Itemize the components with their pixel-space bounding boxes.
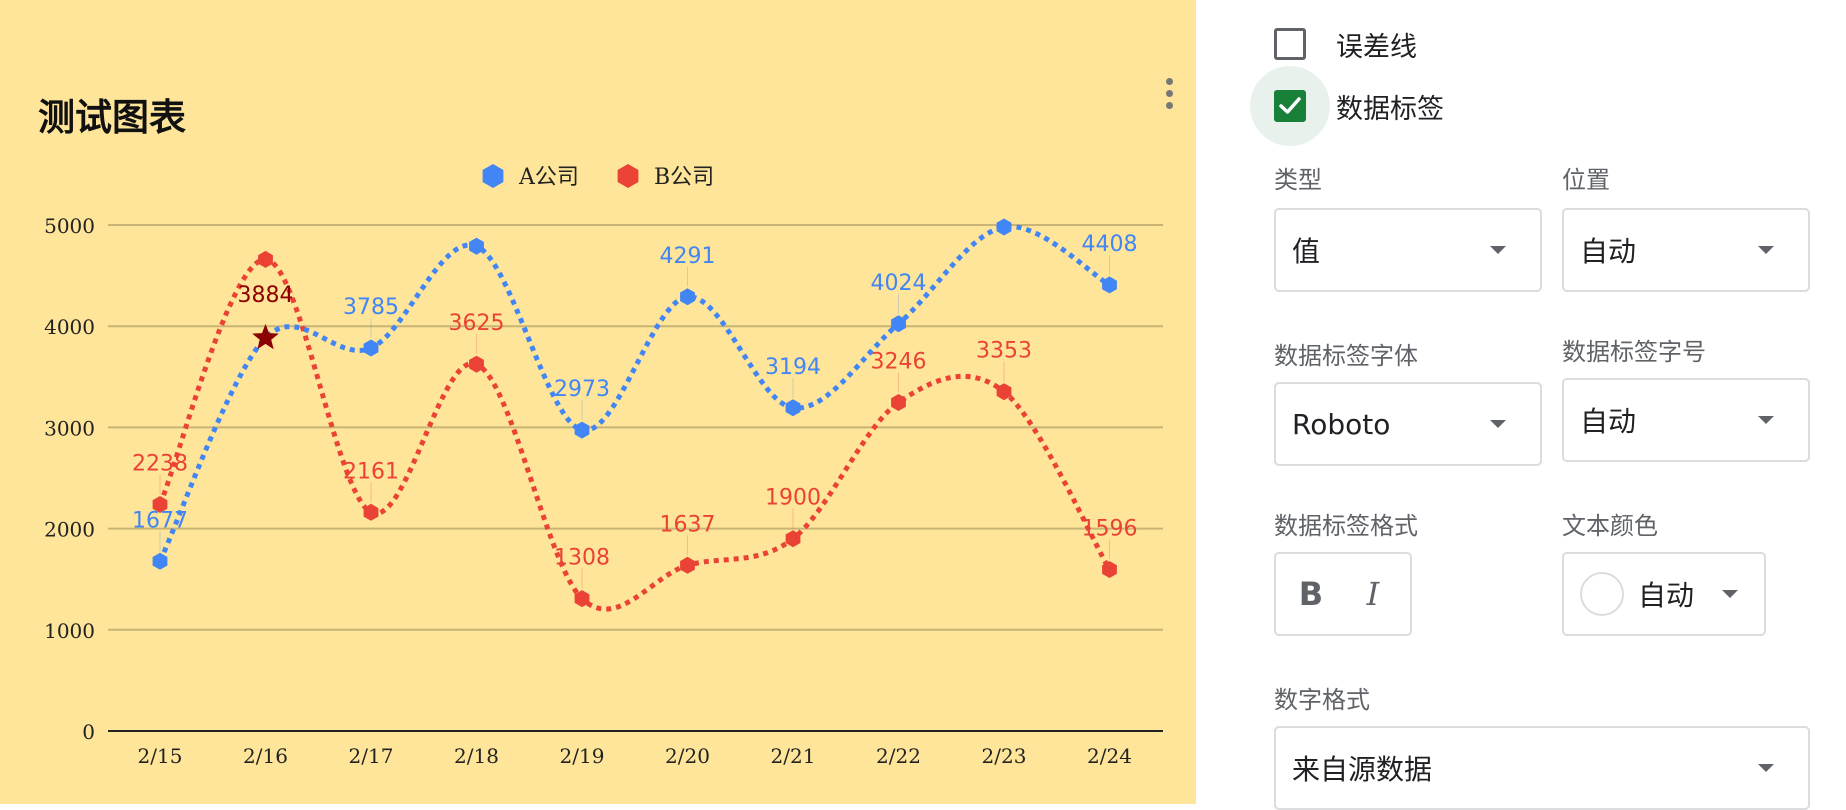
more-options-icon[interactable]: [1163, 78, 1175, 114]
error-bars-checkbox[interactable]: 误差线: [1274, 28, 1417, 63]
data-point: [469, 237, 484, 255]
position-dropdown[interactable]: 自动: [1562, 208, 1810, 292]
x-tick-label: 2/17: [349, 744, 394, 768]
data-labels-checkbox[interactable]: 数据标签: [1250, 66, 1444, 146]
font-value: Roboto: [1292, 407, 1391, 441]
data-label: 2238: [132, 452, 188, 477]
data-label: 4291: [660, 244, 716, 269]
legend-label: B公司: [654, 165, 714, 190]
x-tick-label: 2/16: [243, 744, 288, 768]
x-tick-label: 2/18: [454, 744, 499, 768]
data-label: 1637: [660, 512, 716, 537]
data-label: 3625: [449, 311, 505, 336]
data-point: [996, 383, 1012, 401]
italic-button[interactable]: I: [1366, 575, 1380, 613]
data-point: [152, 552, 168, 570]
data-label: 2161: [343, 459, 399, 484]
font-size-value: 自动: [1580, 405, 1637, 438]
dropdown-arrow-icon: [1490, 246, 1506, 254]
checkbox-checked-icon[interactable]: [1274, 90, 1306, 122]
data-point: [258, 250, 273, 268]
data-label: 1900: [765, 486, 821, 511]
dropdown-arrow-icon: [1758, 764, 1774, 772]
data-point: [574, 421, 590, 439]
data-point: [152, 496, 168, 513]
data-point: [1102, 561, 1117, 578]
dropdown-arrow-icon: [1490, 420, 1506, 428]
data-label: 1677: [132, 508, 188, 533]
data-label: 4408: [1082, 232, 1138, 257]
y-tick-label: 2000: [44, 518, 95, 542]
chart-title: 测试图表: [38, 96, 186, 139]
data-point: [891, 315, 906, 333]
data-label: 1596: [1082, 516, 1138, 541]
position-value: 自动: [1580, 235, 1637, 268]
y-tick-label: 0: [82, 720, 95, 744]
data-label: 3194: [765, 355, 821, 380]
data-point: [363, 339, 379, 357]
x-tick-label: 2/19: [560, 744, 605, 768]
data-point: [891, 394, 906, 411]
x-tick-label: 2/22: [876, 744, 921, 768]
data-point: [469, 355, 484, 373]
y-tick-label: 3000: [44, 416, 95, 440]
y-tick-label: 1000: [44, 619, 95, 643]
customize-panel: 误差线 数据标签 类型 位置 值 自动 数据标签字体 数据标签字号 Roboto…: [1196, 0, 1846, 810]
legend-marker: [482, 164, 504, 188]
highlight-star-marker: [252, 323, 279, 350]
data-label: 3246: [871, 350, 927, 375]
font-dropdown[interactable]: Roboto: [1274, 382, 1542, 466]
x-tick-label: 2/23: [982, 744, 1027, 768]
y-tick-label: 4000: [44, 315, 95, 339]
data-point: [785, 399, 801, 417]
data-point: [785, 530, 801, 548]
font-size-label: 数据标签字号: [1562, 338, 1706, 366]
x-tick-label: 2/24: [1087, 744, 1132, 768]
data-point: [680, 288, 695, 306]
chart-area: 测试图表 0 1000 2000 3000 4000 5000 2/15 2/16 2/17 2/1…: [0, 0, 1196, 804]
dropdown-arrow-icon: [1758, 416, 1774, 424]
data-point: [574, 590, 590, 608]
data-label: 1308: [554, 546, 610, 571]
type-dropdown[interactable]: 值: [1274, 208, 1542, 292]
text-color-dropdown[interactable]: 自动: [1562, 552, 1766, 636]
legend-marker: [617, 164, 639, 188]
error-bars-label: 误差线: [1336, 31, 1417, 63]
label-format-group: B I: [1274, 552, 1412, 636]
number-format-dropdown[interactable]: 来自源数据: [1274, 726, 1810, 810]
font-size-dropdown[interactable]: 自动: [1562, 378, 1810, 462]
format-label: 数据标签格式: [1274, 512, 1418, 540]
data-point: [1102, 276, 1117, 294]
dropdown-arrow-icon: [1758, 246, 1774, 254]
number-format-label: 数字格式: [1274, 686, 1370, 714]
y-tick-label: 5000: [44, 214, 95, 238]
line-chart: 测试图表 0 1000 2000 3000 4000 5000 2/15 2/16 2/17 2/1…: [38, 96, 1163, 768]
type-value: 值: [1292, 235, 1321, 268]
data-label: 3353: [976, 339, 1032, 364]
data-labels-label: 数据标签: [1336, 93, 1444, 125]
number-format-value: 来自源数据: [1292, 753, 1433, 786]
x-tick-label: 2/21: [771, 744, 816, 768]
highlight-data-label: 3884: [238, 283, 294, 308]
data-label: 4024: [871, 271, 927, 296]
checkbox-unchecked-icon[interactable]: [1274, 28, 1306, 60]
x-tick-label: 2/20: [665, 744, 710, 768]
type-label: 类型: [1274, 166, 1322, 194]
data-label: 3785: [343, 295, 399, 320]
text-color-label: 文本颜色: [1562, 512, 1658, 540]
series-line: [157, 256, 1112, 612]
legend-label: A公司: [518, 165, 579, 190]
data-point: [996, 218, 1012, 236]
color-swatch: [1580, 572, 1624, 616]
text-color-value: 自动: [1638, 579, 1695, 612]
x-tick-label: 2/15: [138, 744, 183, 768]
data-point: [363, 503, 379, 521]
bold-button[interactable]: B: [1298, 575, 1324, 613]
data-label: 2973: [554, 377, 610, 402]
dropdown-arrow-icon: [1722, 590, 1738, 598]
data-point: [680, 556, 695, 574]
series-line: [157, 224, 1111, 563]
font-label: 数据标签字体: [1274, 342, 1418, 370]
position-label: 位置: [1562, 166, 1610, 194]
